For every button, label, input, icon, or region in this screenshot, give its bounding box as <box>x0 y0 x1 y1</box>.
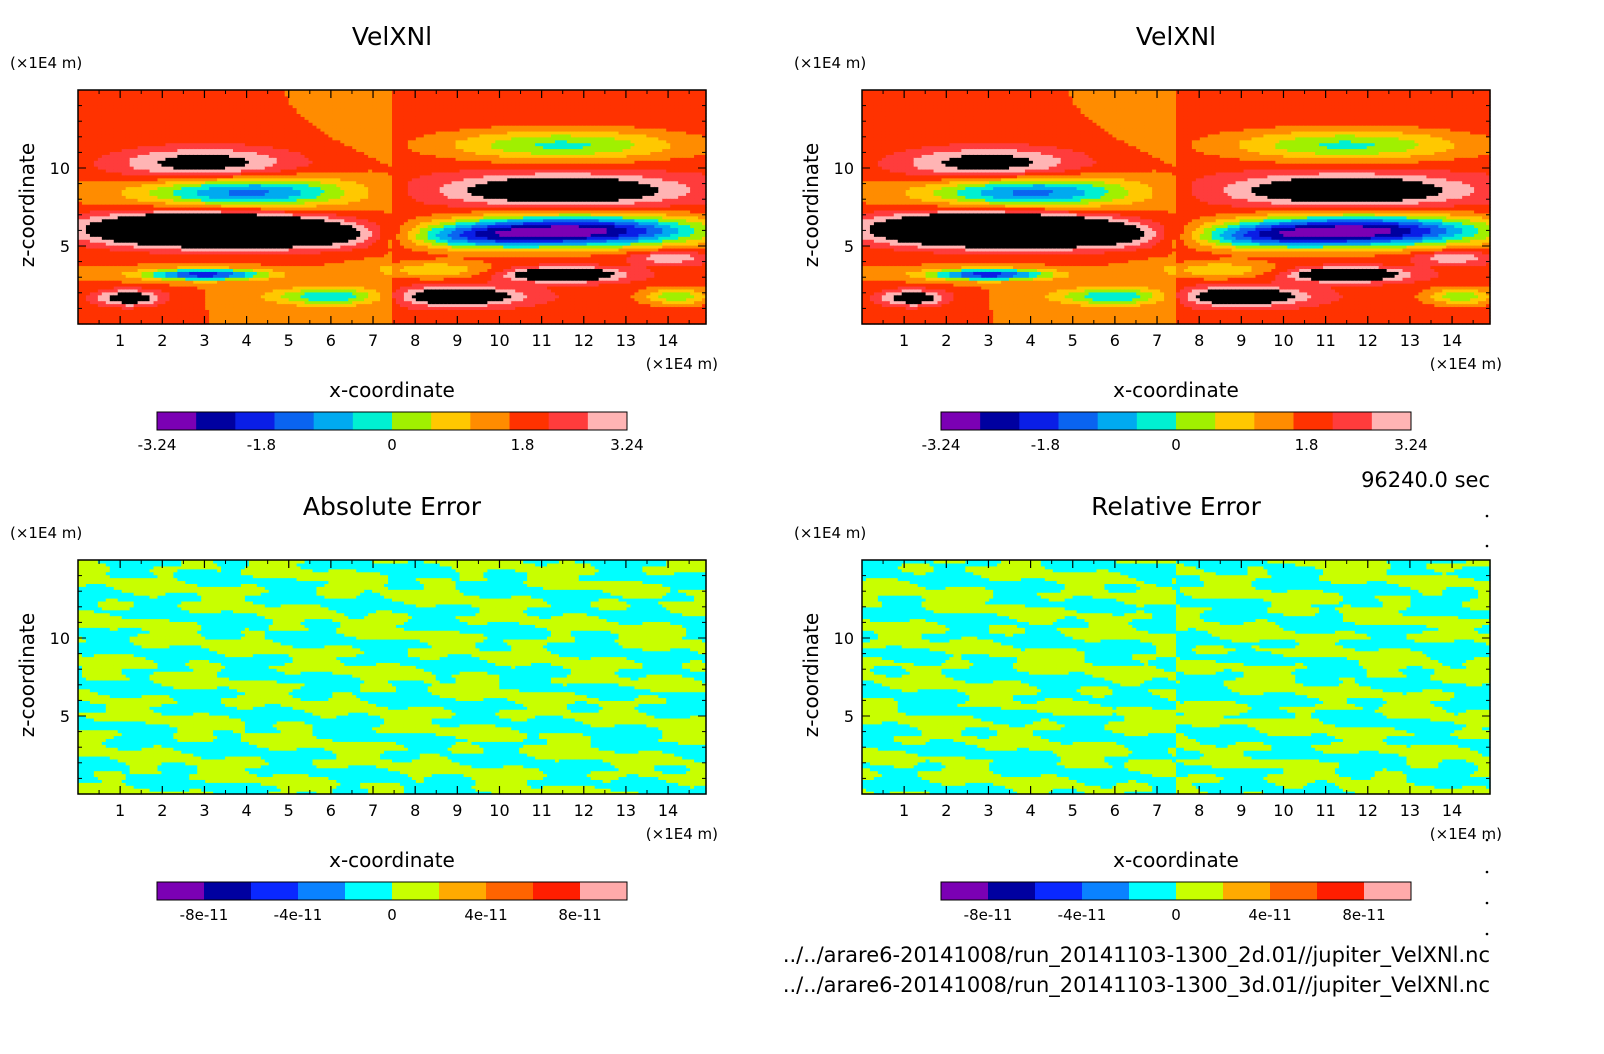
chart-title: VelXNl <box>352 22 432 51</box>
chart-panel-1: VelXNl(×1E4 m)1 2 3 4 5 6 7 8 9 10 11 12 13 14510(×1E… <box>10 22 718 454</box>
y-unit-label: (×1E4 m) <box>10 54 82 72</box>
heatmap-field <box>78 90 707 325</box>
